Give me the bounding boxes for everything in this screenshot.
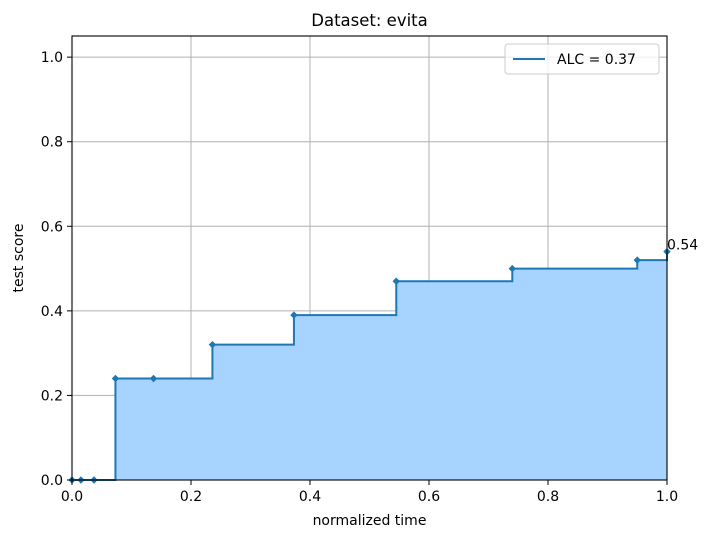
- y-tick-label: 1.0: [41, 50, 63, 66]
- y-tick-label: 0.4: [41, 304, 63, 320]
- y-tick-label: 0.2: [41, 388, 63, 404]
- axis-ticks: 0.0 0.2 0.4 0.6 0.8 1.0 0.0 0.2 0.4 0.6 0.8 1.0: [41, 50, 678, 505]
- data-point: [149, 374, 158, 383]
- data-point: [633, 256, 641, 264]
- y-tick-label: 0.6: [41, 219, 63, 235]
- x-tick-label: 1.0: [656, 489, 678, 505]
- final-value-annotation: 0.54: [667, 238, 698, 254]
- x-tick-label: 0.6: [418, 489, 440, 505]
- y-tick-label: 0.0: [41, 473, 63, 489]
- y-tick-label: 0.8: [41, 135, 63, 151]
- y-axis-label: test score: [11, 224, 27, 293]
- legend-entry: ALC = 0.37: [557, 52, 636, 68]
- data-markers: [68, 247, 671, 484]
- x-tick-label: 0.8: [537, 489, 559, 505]
- chart-title: Dataset: evita: [311, 11, 428, 30]
- legend: ALC = 0.37: [504, 43, 660, 75]
- x-tick-label: 0.2: [180, 489, 202, 505]
- plot-frame: [71, 35, 668, 481]
- x-axis-label: normalized time: [313, 513, 427, 529]
- data-point: [508, 264, 517, 273]
- data-point: [392, 277, 400, 285]
- data-point: [111, 374, 120, 383]
- x-tick-label: 0.0: [61, 489, 83, 505]
- x-tick-label: 0.4: [299, 489, 321, 505]
- data-point: [208, 340, 217, 349]
- data-point: [290, 311, 298, 319]
- area-fill: [72, 251, 667, 480]
- legend-box: [504, 43, 660, 75]
